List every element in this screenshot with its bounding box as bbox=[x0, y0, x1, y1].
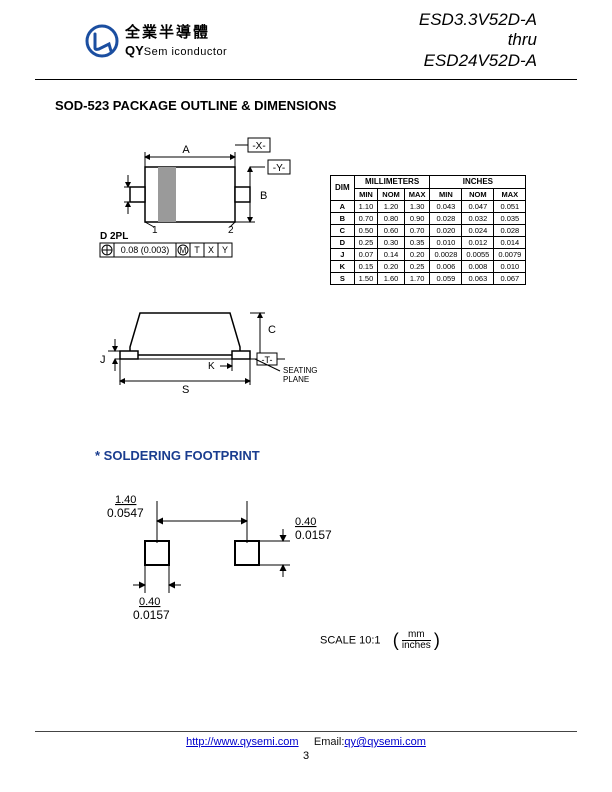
table-row: B0.700.800.900.0280.0320.035 bbox=[331, 212, 526, 224]
page-number: 3 bbox=[35, 750, 577, 762]
dim-040b-in: 0.0157 bbox=[133, 608, 170, 621]
d-2pl-label: D 2PL bbox=[100, 231, 128, 242]
dim-140-in: 0.0547 bbox=[107, 506, 144, 520]
company-logo bbox=[85, 24, 119, 58]
dim-label-c: C bbox=[268, 324, 276, 336]
dim-label-s: S bbox=[182, 384, 189, 396]
gdt-value: 0.08 (0.003) bbox=[121, 245, 170, 255]
plane-label: PLANE bbox=[283, 375, 309, 384]
dim-040b-mm: 0.40 bbox=[139, 596, 160, 608]
table-row: C0.500.600.700.0200.0240.028 bbox=[331, 224, 526, 236]
table-row: D0.250.300.350.0100.0120.014 bbox=[331, 236, 526, 248]
dim-040-in: 0.0157 bbox=[295, 528, 332, 542]
part-number-title: ESD3.3V52D-A thru ESD24V52D-A bbox=[419, 10, 537, 71]
col-mm: MILLIMETERS bbox=[354, 176, 430, 189]
datum-x: -X- bbox=[252, 141, 265, 152]
logo-block: 全業半導體 QYSem iconductor bbox=[85, 21, 227, 60]
soldering-footprint-diagram: 1.40 0.0547 0.40 0.0157 0.40 0.0157 bbox=[95, 481, 375, 621]
dim-label-a: A bbox=[182, 144, 190, 156]
datum-y: -Y- bbox=[273, 163, 285, 174]
table-row: S1.501.601.700.0590.0630.067 bbox=[331, 272, 526, 284]
company-name: 全業半導體 QYSem iconductor bbox=[125, 21, 227, 60]
svg-text:Y: Y bbox=[222, 245, 228, 255]
company-name-en: QYSem iconductor bbox=[125, 42, 227, 60]
outline-diagram-row: A -X- -Y- B 1 2 D 2PL 0.08 (0.003) bbox=[0, 127, 612, 285]
footer-email-link[interactable]: qy@qysemi.com bbox=[344, 736, 425, 748]
package-side-view-diagram: C -T- SEATING PLANE J K S bbox=[90, 293, 320, 403]
seating-label: SEATING bbox=[283, 366, 318, 375]
scale-note: SCALE 10:1 ( mm inches ) bbox=[320, 630, 612, 651]
svg-text:T: T bbox=[194, 245, 200, 255]
page-header: 全業半導體 QYSem iconductor ESD3.3V52D-A thru… bbox=[35, 0, 577, 80]
svg-text:M: M bbox=[180, 246, 187, 255]
page-footer: http://www.qysemi.com Email:qy@qysemi.co… bbox=[35, 731, 577, 762]
table-row: A1.101.201.300.0430.0470.051 bbox=[331, 200, 526, 212]
footer-url-link[interactable]: http://www.qysemi.com bbox=[186, 736, 298, 748]
dim-label-j: J bbox=[100, 354, 106, 366]
company-name-cn: 全業半導體 bbox=[125, 21, 227, 42]
table-row: K0.150.200.250.0060.0080.010 bbox=[331, 260, 526, 272]
package-top-view-diagram: A -X- -Y- B 1 2 D 2PL 0.08 (0.003) bbox=[90, 127, 300, 267]
datum-t: -T- bbox=[262, 355, 273, 365]
table-row: J0.070.140.200.00280.00550.0079 bbox=[331, 248, 526, 260]
section-soldering-title: * SOLDERING FOOTPRINT bbox=[95, 448, 612, 463]
dim-140-mm: 1.40 bbox=[115, 494, 136, 506]
dim-label-b: B bbox=[260, 190, 267, 202]
dimension-table: DIM MILLIMETERS INCHES MIN NOM MAX MIN N… bbox=[330, 175, 526, 285]
dim-label-k: K bbox=[208, 361, 215, 372]
col-dim: DIM bbox=[331, 176, 355, 201]
col-in: INCHES bbox=[430, 176, 526, 189]
dim-040-mm: 0.40 bbox=[295, 516, 316, 528]
section-package-outline-title: SOD-523 PACKAGE OUTLINE & DIMENSIONS bbox=[55, 98, 612, 113]
svg-text:X: X bbox=[208, 245, 214, 255]
